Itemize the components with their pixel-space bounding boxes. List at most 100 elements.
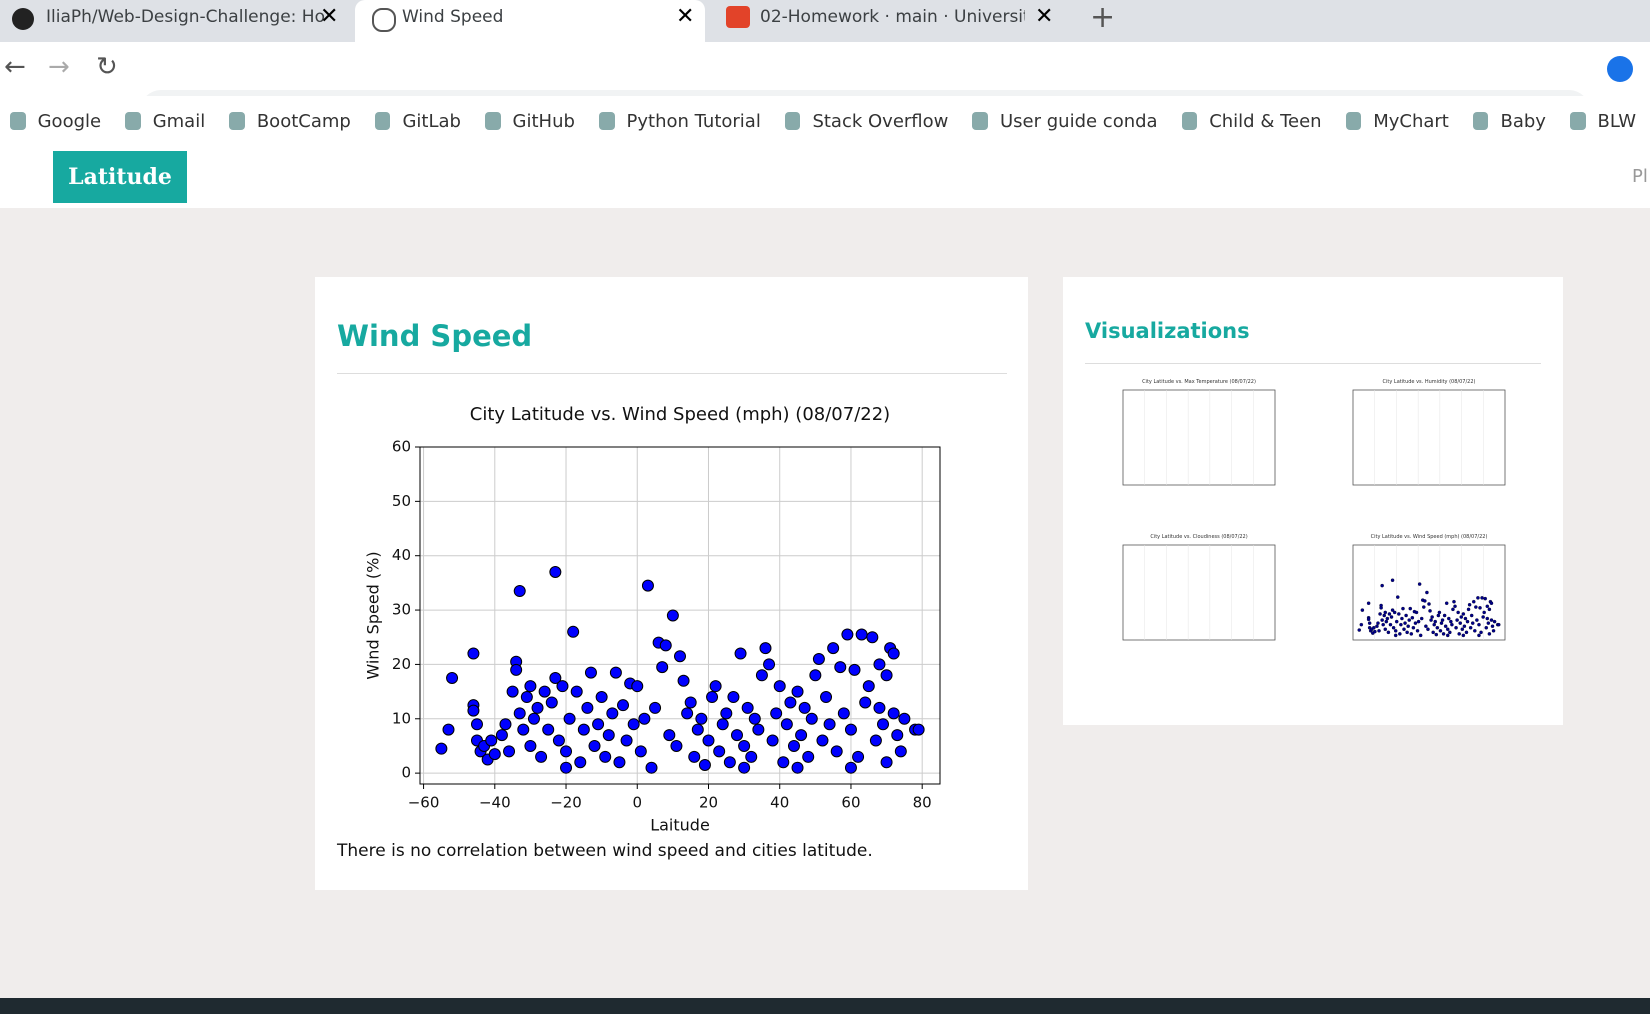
point [524, 739, 537, 752]
point [535, 750, 548, 763]
bookmark[interactable]: Child & Teen [1209, 110, 1322, 132]
tab-close[interactable]: ✕ [320, 4, 339, 29]
bookmark[interactable]: BLW [1597, 110, 1637, 132]
point [1461, 633, 1466, 638]
point [549, 566, 562, 579]
point [745, 750, 758, 763]
point [773, 680, 786, 693]
point [1450, 622, 1454, 627]
point [1422, 605, 1426, 609]
bookmark[interactable]: Stack Overflow [812, 110, 949, 132]
point [1394, 619, 1399, 624]
point [1429, 618, 1433, 622]
point [1474, 605, 1478, 609]
point [446, 672, 459, 685]
point [1384, 619, 1389, 624]
point [1484, 625, 1489, 630]
tab-close[interactable]: ✕ [1035, 4, 1054, 29]
bookmark[interactable]: User guide conda [1000, 110, 1158, 132]
point [681, 707, 694, 720]
point [738, 739, 751, 752]
nav-link[interactable]: Pl [1632, 166, 1648, 187]
point [1497, 622, 1501, 627]
point [1464, 630, 1469, 635]
chart-title: City Latitude vs. Wind Speed (mph) (08/0… [470, 404, 890, 425]
thumbnail-frame [1352, 389, 1506, 486]
point [1436, 613, 1441, 618]
bookmark[interactable]: BootCamp [256, 110, 351, 132]
point [1481, 615, 1485, 619]
point [542, 723, 555, 736]
bookmark[interactable]: GitHub [512, 110, 575, 132]
bookmark[interactable]: Gmail [152, 110, 206, 132]
bookmark[interactable]: Baby [1500, 110, 1546, 132]
point [1407, 618, 1411, 622]
bookmark[interactable]: Python Tutorial [626, 110, 761, 132]
point [688, 750, 701, 763]
thumbnails: City Latitude vs. Max Temperature (08/07… [1122, 379, 1506, 641]
point [1439, 621, 1444, 625]
point [1393, 629, 1398, 633]
point [435, 742, 448, 755]
bookmark[interactable]: Google [37, 110, 102, 132]
thumbnail-title: City Latitude vs. Max Temperature (08/07… [1142, 379, 1256, 385]
bookmark-icon [374, 112, 391, 130]
point [1438, 629, 1443, 633]
x-tick-label: 20 [699, 794, 718, 812]
point [510, 663, 523, 676]
point [627, 718, 640, 731]
point [1489, 618, 1494, 622]
taskbar [0, 998, 1650, 1014]
forward-button[interactable]: → [48, 52, 70, 82]
x-tick-label: 80 [913, 794, 932, 812]
point [1433, 619, 1437, 624]
extension-icon[interactable] [1607, 56, 1633, 82]
point [734, 647, 747, 660]
point [1376, 621, 1380, 625]
tab[interactable]: Wind Speed [402, 7, 504, 27]
back-button[interactable]: ← [4, 52, 26, 82]
tab-close[interactable]: ✕ [676, 4, 695, 29]
point [812, 652, 825, 665]
point [1461, 612, 1466, 616]
point [766, 734, 779, 747]
point [503, 745, 516, 758]
point [1392, 610, 1397, 615]
plot-frame [419, 446, 941, 785]
heading: Wind Speed [337, 319, 533, 353]
new-tab[interactable]: + [1090, 0, 1116, 35]
reload-button[interactable]: ↻ [96, 52, 118, 82]
point [1449, 619, 1453, 624]
point [1468, 625, 1473, 630]
point [1416, 619, 1421, 624]
point [1448, 630, 1452, 635]
point [1406, 624, 1410, 628]
point [663, 729, 676, 742]
tab-icon [12, 8, 34, 30]
point [674, 650, 686, 663]
point [798, 701, 811, 714]
point [1383, 627, 1388, 632]
point [1442, 613, 1447, 618]
bookmark-icon [125, 112, 141, 130]
point [1360, 608, 1365, 612]
bookmark[interactable]: GitLab [402, 110, 461, 132]
point [1380, 583, 1384, 588]
point [634, 745, 647, 758]
brand[interactable]: Latitude [53, 151, 187, 203]
tab[interactable]: 02-Homework · main · University [760, 7, 1025, 27]
point [641, 579, 654, 592]
point [563, 712, 576, 725]
point [1415, 629, 1420, 633]
bookmark[interactable]: MyChart [1373, 110, 1449, 132]
point [1386, 630, 1391, 635]
point [1396, 595, 1400, 599]
point [1391, 625, 1396, 630]
point [869, 734, 882, 747]
tab[interactable]: IliaPh/Web-Design-Challenge: Ho [46, 7, 325, 27]
main-card: Wind Speed There is no correlation betwe… [315, 277, 1028, 890]
point [891, 729, 904, 742]
point [513, 707, 526, 720]
y-tick-label: 0 [401, 764, 411, 782]
active-tab[interactable] [355, 0, 705, 42]
